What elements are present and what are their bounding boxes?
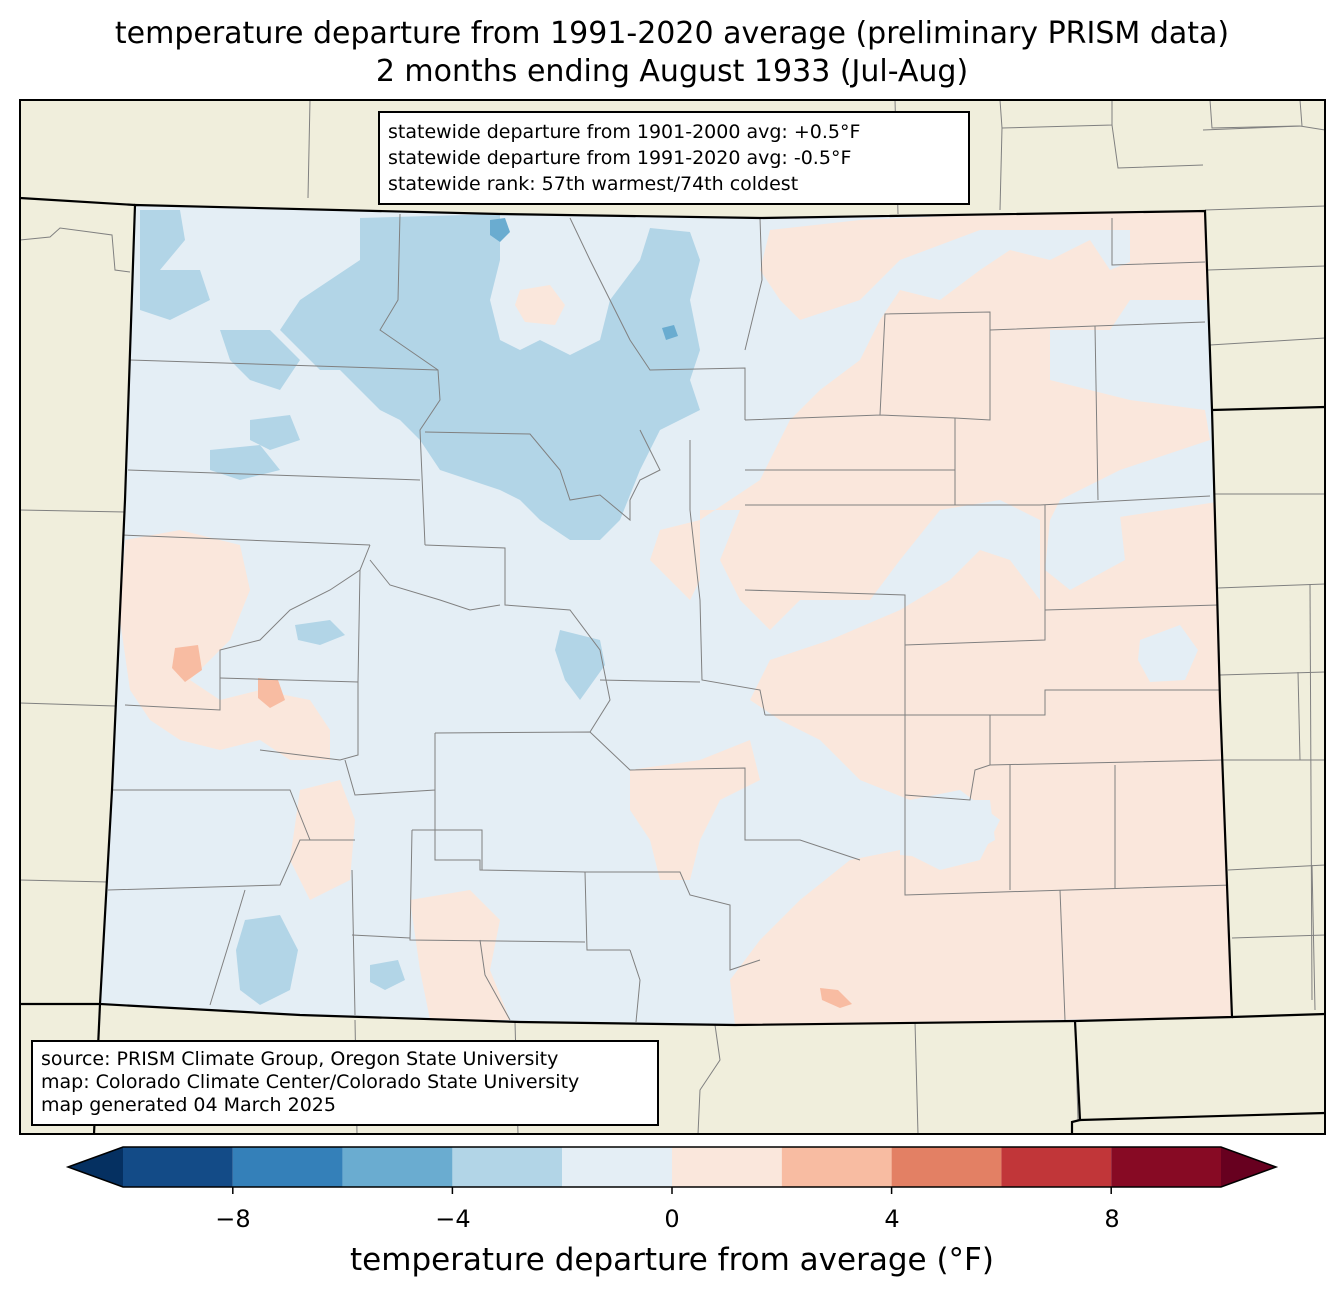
cool-region-spot (370, 960, 405, 990)
cool-region-southwest (236, 915, 298, 1005)
cold-spot-north (490, 218, 510, 242)
cool-region-spot2 (295, 620, 345, 645)
colorbar-tick-label: 4 (884, 1205, 900, 1233)
source-box: source: PRISM Climate Group, Oregon Stat… (31, 1040, 659, 1126)
cool-region-north-mountains (280, 214, 700, 540)
colorbar-bin (1001, 1147, 1112, 1187)
colorbar-tick-label: 8 (1104, 1205, 1120, 1233)
cool-spot-east3 (1045, 515, 1125, 590)
statewide-stats-box: statewide departure from 1901-2000 avg: … (378, 111, 970, 205)
cold-spot-north2 (662, 325, 678, 340)
warm-region-northpark (515, 285, 565, 325)
stats-rank: statewide rank: 57th warmest/74th coldes… (388, 173, 799, 195)
warm-region-southcentral (630, 740, 760, 880)
colorbar-bin (232, 1147, 343, 1187)
neighbor-county-lines (20, 100, 1325, 1134)
colorado-border (98, 203, 1234, 1027)
colorbar-bin (452, 1147, 563, 1187)
colorbar-over-arrow (1221, 1147, 1276, 1187)
colorbar-under-arrow (68, 1147, 123, 1187)
colorado-county-lines (107, 213, 1231, 1023)
hot-spot-southeast (820, 988, 852, 1008)
cool-region-northwest2 (220, 330, 300, 390)
cool-region-northwest (140, 210, 210, 320)
colorbar-bin (562, 1147, 672, 1187)
cool-region-west (210, 445, 280, 480)
colorbar-bin (1111, 1147, 1221, 1187)
map-frame-border (19, 99, 1326, 1135)
warm-region-east (650, 211, 1232, 1025)
hot-spot-west2 (258, 678, 285, 708)
hot-spot-west (172, 645, 202, 682)
stats-departure-1991-2020: statewide departure from 1991-2020 avg: … (388, 147, 852, 169)
colorbar-outline (65, 1146, 1279, 1188)
map-subtitle: 2 months ending August 1933 (Jul-Aug) (375, 54, 969, 89)
colorbar-bin (672, 1147, 782, 1187)
cool-spot-east2 (900, 800, 995, 860)
source-prism: source: PRISM Climate Group, Oregon Stat… (41, 1048, 559, 1070)
colorbar-bin (342, 1147, 453, 1187)
colorbar-bin (891, 1147, 1002, 1187)
colorbar-label: temperature departure from average (°F) (350, 1242, 994, 1278)
colorbar-tick-label: −8 (215, 1205, 251, 1233)
source-generated-date: map generated 04 March 2025 (41, 1094, 336, 1116)
cool-region-flattops (250, 415, 300, 450)
source-map-author: map: Colorado Climate Center/Colorado St… (41, 1071, 580, 1093)
stats-departure-1901-2000: statewide departure from 1901-2000 avg: … (388, 121, 861, 143)
colorbar-bin (781, 1147, 892, 1187)
temperature-anomaly-regions (120, 210, 1232, 1025)
warm-region-spot (860, 450, 898, 495)
cool-spot-east (1138, 625, 1198, 682)
colorbar (65, 1146, 1279, 1194)
colorbar-tick-label: −4 (435, 1205, 471, 1233)
warm-region-south (410, 890, 510, 1020)
map-title: temperature departure from 1991-2020 ave… (114, 16, 1230, 51)
colorbar-tick-label: 0 (664, 1205, 680, 1233)
cool-region-sanluis (555, 630, 605, 700)
colorbar-bin (123, 1147, 233, 1187)
